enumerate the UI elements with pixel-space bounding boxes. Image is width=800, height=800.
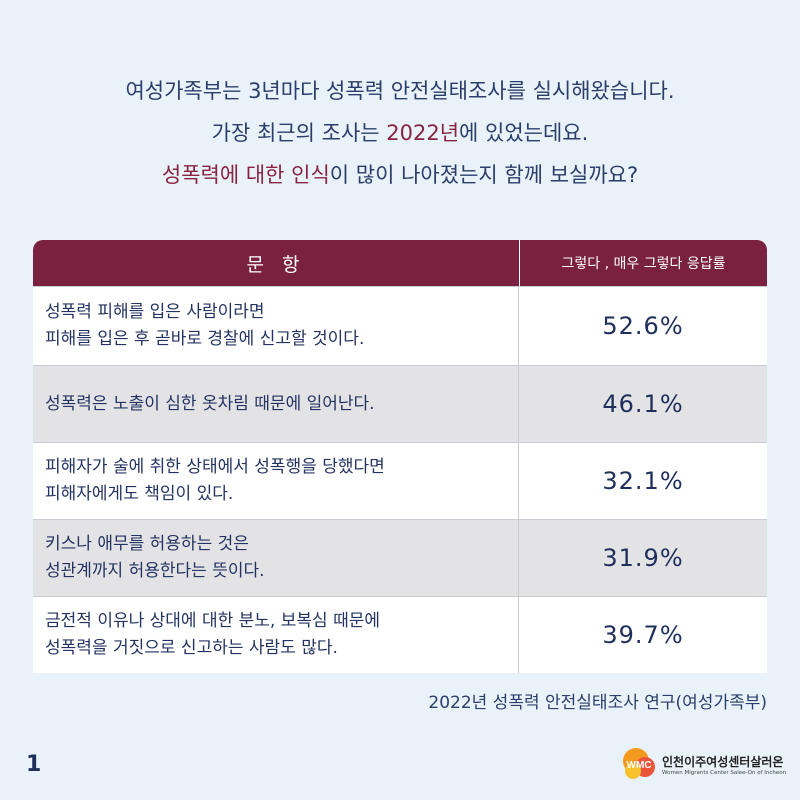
rate-cell: 39.7% xyxy=(602,621,684,649)
center-logo: WMC 인천이주여성센터살러온 Women Migrants Center Sa… xyxy=(620,744,790,784)
intro-line-3-post: 이 많이 나아졌는지 함께 보실까요? xyxy=(329,163,639,187)
rate-cell: 52.6% xyxy=(602,312,684,340)
question-line-2: 피해자에게도 책임이 있다. xyxy=(45,484,234,504)
question-cell: 키스나 애무를 허용하는 것은 성관계까지 허용한다는 뜻이다. xyxy=(33,520,519,596)
question-cell: 성폭력 피해를 입은 사람이라면 피해를 입은 후 곧바로 경찰에 신고할 것이… xyxy=(33,287,519,365)
rate-cell: 31.9% xyxy=(602,544,684,572)
question-cell: 금전적 이유나 상대에 대한 분노, 보복심 때문에 성폭력을 거짓으로 신고하… xyxy=(33,597,519,673)
table-row: 금전적 이유나 상대에 대한 분노, 보복심 때문에 성폭력을 거짓으로 신고하… xyxy=(33,596,767,673)
rate-cell: 32.1% xyxy=(602,467,684,495)
question-cell: 성폭력은 노출이 심한 옷차림 때문에 일어난다. xyxy=(33,366,519,442)
table-row: 키스나 애무를 허용하는 것은 성관계까지 허용한다는 뜻이다. 31.9% xyxy=(33,519,767,596)
intro-topic-highlight: 성폭력에 대한 인식 xyxy=(161,163,330,187)
page-number: 1 xyxy=(26,752,42,777)
question-line-1: 성폭력 피해를 입은 사람이라면 xyxy=(45,302,265,322)
rate-cell: 46.1% xyxy=(602,390,684,418)
logo-mark-text: WMC xyxy=(627,760,652,771)
question-line-2: 피해를 입은 후 곧바로 경찰에 신고할 것이다. xyxy=(45,329,365,349)
question-line-1: 피해자가 술에 취한 상태에서 성폭행을 당했다면 xyxy=(45,457,385,477)
source-citation: 2022년 성폭력 안전실태조사 연구(여성가족부) xyxy=(428,693,767,713)
intro-year-highlight: 2022년 xyxy=(386,121,460,145)
logo-name: 인천이주여성센터살러온 xyxy=(662,754,784,769)
intro-line-2-post: 에 있었는데요. xyxy=(459,121,589,145)
header-question: 문 항 xyxy=(33,240,520,286)
question-line-1: 키스나 애무를 허용하는 것은 xyxy=(45,534,249,554)
intro-text: 여성가족부는 3년마다 성폭력 안전실태조사를 실시해왔습니다. 가장 최근의 … xyxy=(0,70,800,196)
wmc-logo-icon: WMC xyxy=(623,748,655,779)
question-line-2: 성폭력을 거짓으로 신고하는 사람도 많다. xyxy=(45,638,338,658)
survey-table: 문 항 그렇다 , 매우 그렇다 응답률 성폭력 피해를 입은 사람이라면 피해… xyxy=(33,240,767,673)
table-row: 피해자가 술에 취한 상태에서 성폭행을 당했다면 피해자에게도 책임이 있다.… xyxy=(33,442,767,519)
question-line-1: 금전적 이유나 상대에 대한 분노, 보복심 때문에 xyxy=(45,611,380,631)
logo-subtitle: Women Migrants Center Salee-On of Incheo… xyxy=(662,769,787,776)
header-rate: 그렇다 , 매우 그렇다 응답률 xyxy=(561,256,726,272)
table-header: 문 항 그렇다 , 매우 그렇다 응답률 xyxy=(33,240,767,286)
question-cell: 피해자가 술에 취한 상태에서 성폭행을 당했다면 피해자에게도 책임이 있다. xyxy=(33,443,519,519)
table-row: 성폭력은 노출이 심한 옷차림 때문에 일어난다. 46.1% xyxy=(33,365,767,442)
table-row: 성폭력 피해를 입은 사람이라면 피해를 입은 후 곧바로 경찰에 신고할 것이… xyxy=(33,286,767,365)
intro-line-2: 가장 최근의 조사는 2022년에 있었는데요. xyxy=(0,112,800,154)
intro-line-2-pre: 가장 최근의 조사는 xyxy=(211,121,387,145)
logo-text: 인천이주여성센터살러온 Women Migrants Center Salee-… xyxy=(662,753,786,776)
intro-line-3: 성폭력에 대한 인식이 많이 나아졌는지 함께 보실까요? xyxy=(0,154,800,196)
question-line-2: 성관계까지 허용한다는 뜻이다. xyxy=(45,561,265,581)
intro-line-1: 여성가족부는 3년마다 성폭력 안전실태조사를 실시해왔습니다. xyxy=(125,79,675,103)
question-line-1: 성폭력은 노출이 심한 옷차림 때문에 일어난다. xyxy=(45,393,375,414)
